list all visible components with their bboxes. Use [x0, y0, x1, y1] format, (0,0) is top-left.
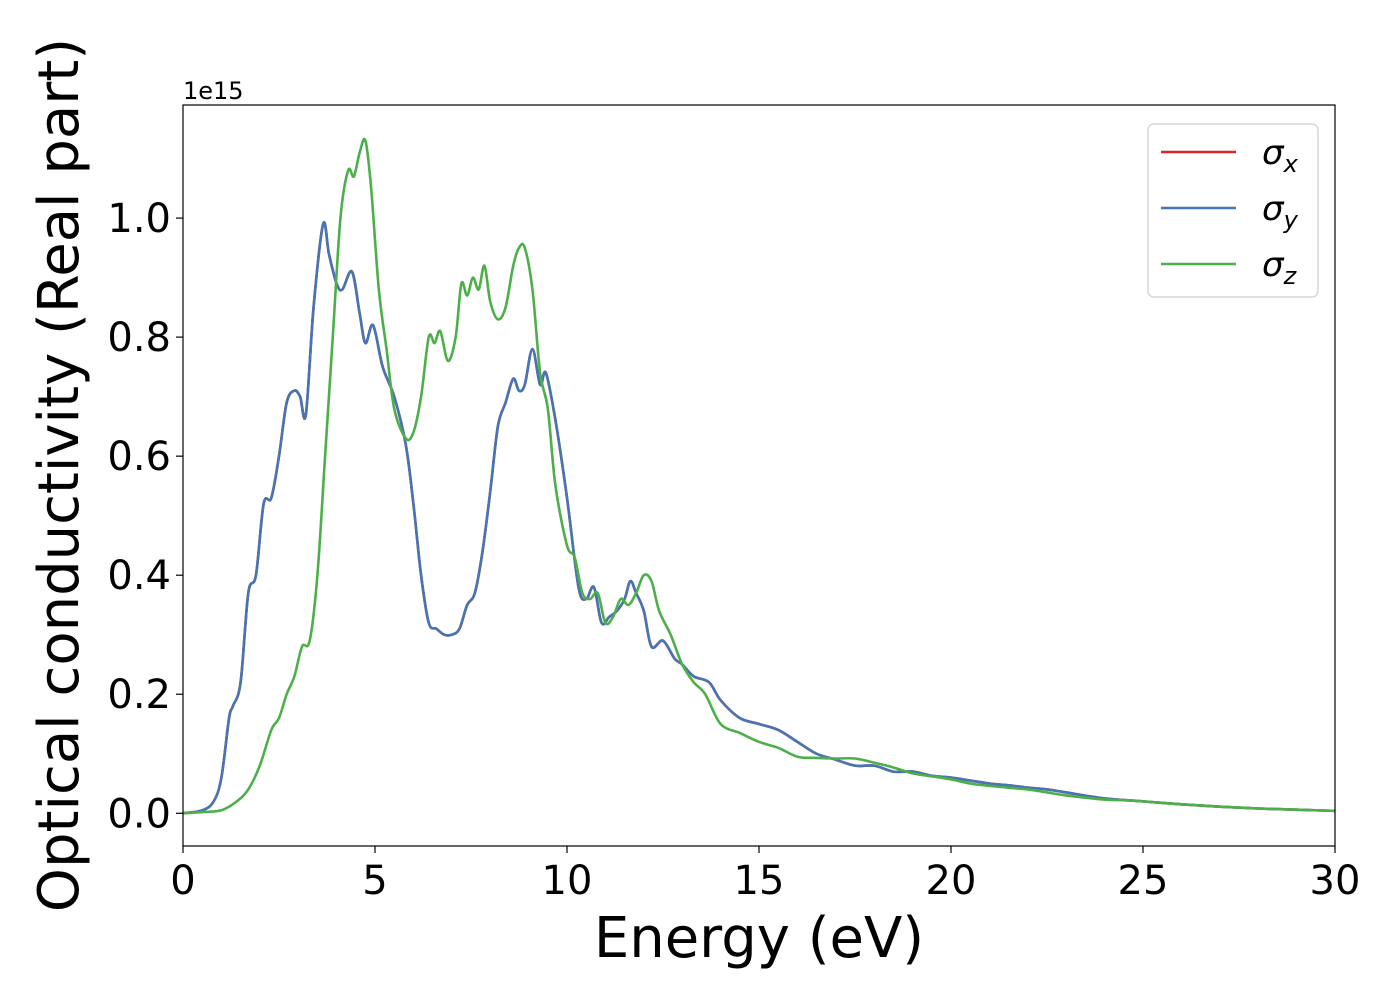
- x-tick-label: 0: [170, 858, 195, 904]
- y-axis-label: Optical conductivity (Real part): [27, 38, 92, 912]
- legend-frame: [1147, 123, 1319, 298]
- x-tick-label: 25: [1118, 858, 1169, 904]
- x-tick-label: 30: [1310, 858, 1361, 904]
- series-line-z: [183, 137, 1335, 815]
- y-tick-label: 1.0: [107, 196, 171, 242]
- y-axis-offset-label: 1e15: [183, 77, 244, 105]
- x-tick-label: 5: [362, 858, 387, 904]
- x-axis-label: Energy (eV): [594, 906, 924, 971]
- y-tick-label: 0.4: [107, 553, 171, 599]
- y-tick-label: 0.0: [107, 791, 171, 837]
- x-tick-label: 10: [542, 858, 593, 904]
- series-layer: [183, 137, 1335, 815]
- x-tick-label: 15: [734, 858, 785, 904]
- y-tick-label: 0.8: [107, 315, 171, 361]
- y-axis-ticks: 0.0 0.2 0.4 0.6 0.8 1.0: [107, 196, 183, 837]
- y-tick-label: 0.2: [107, 672, 171, 718]
- x-axis-ticks: 0 5 10 15 20 25 30: [170, 846, 1360, 904]
- series-line-y: [183, 221, 1335, 815]
- y-tick-label: 0.6: [107, 434, 171, 480]
- x-tick-label: 20: [926, 858, 977, 904]
